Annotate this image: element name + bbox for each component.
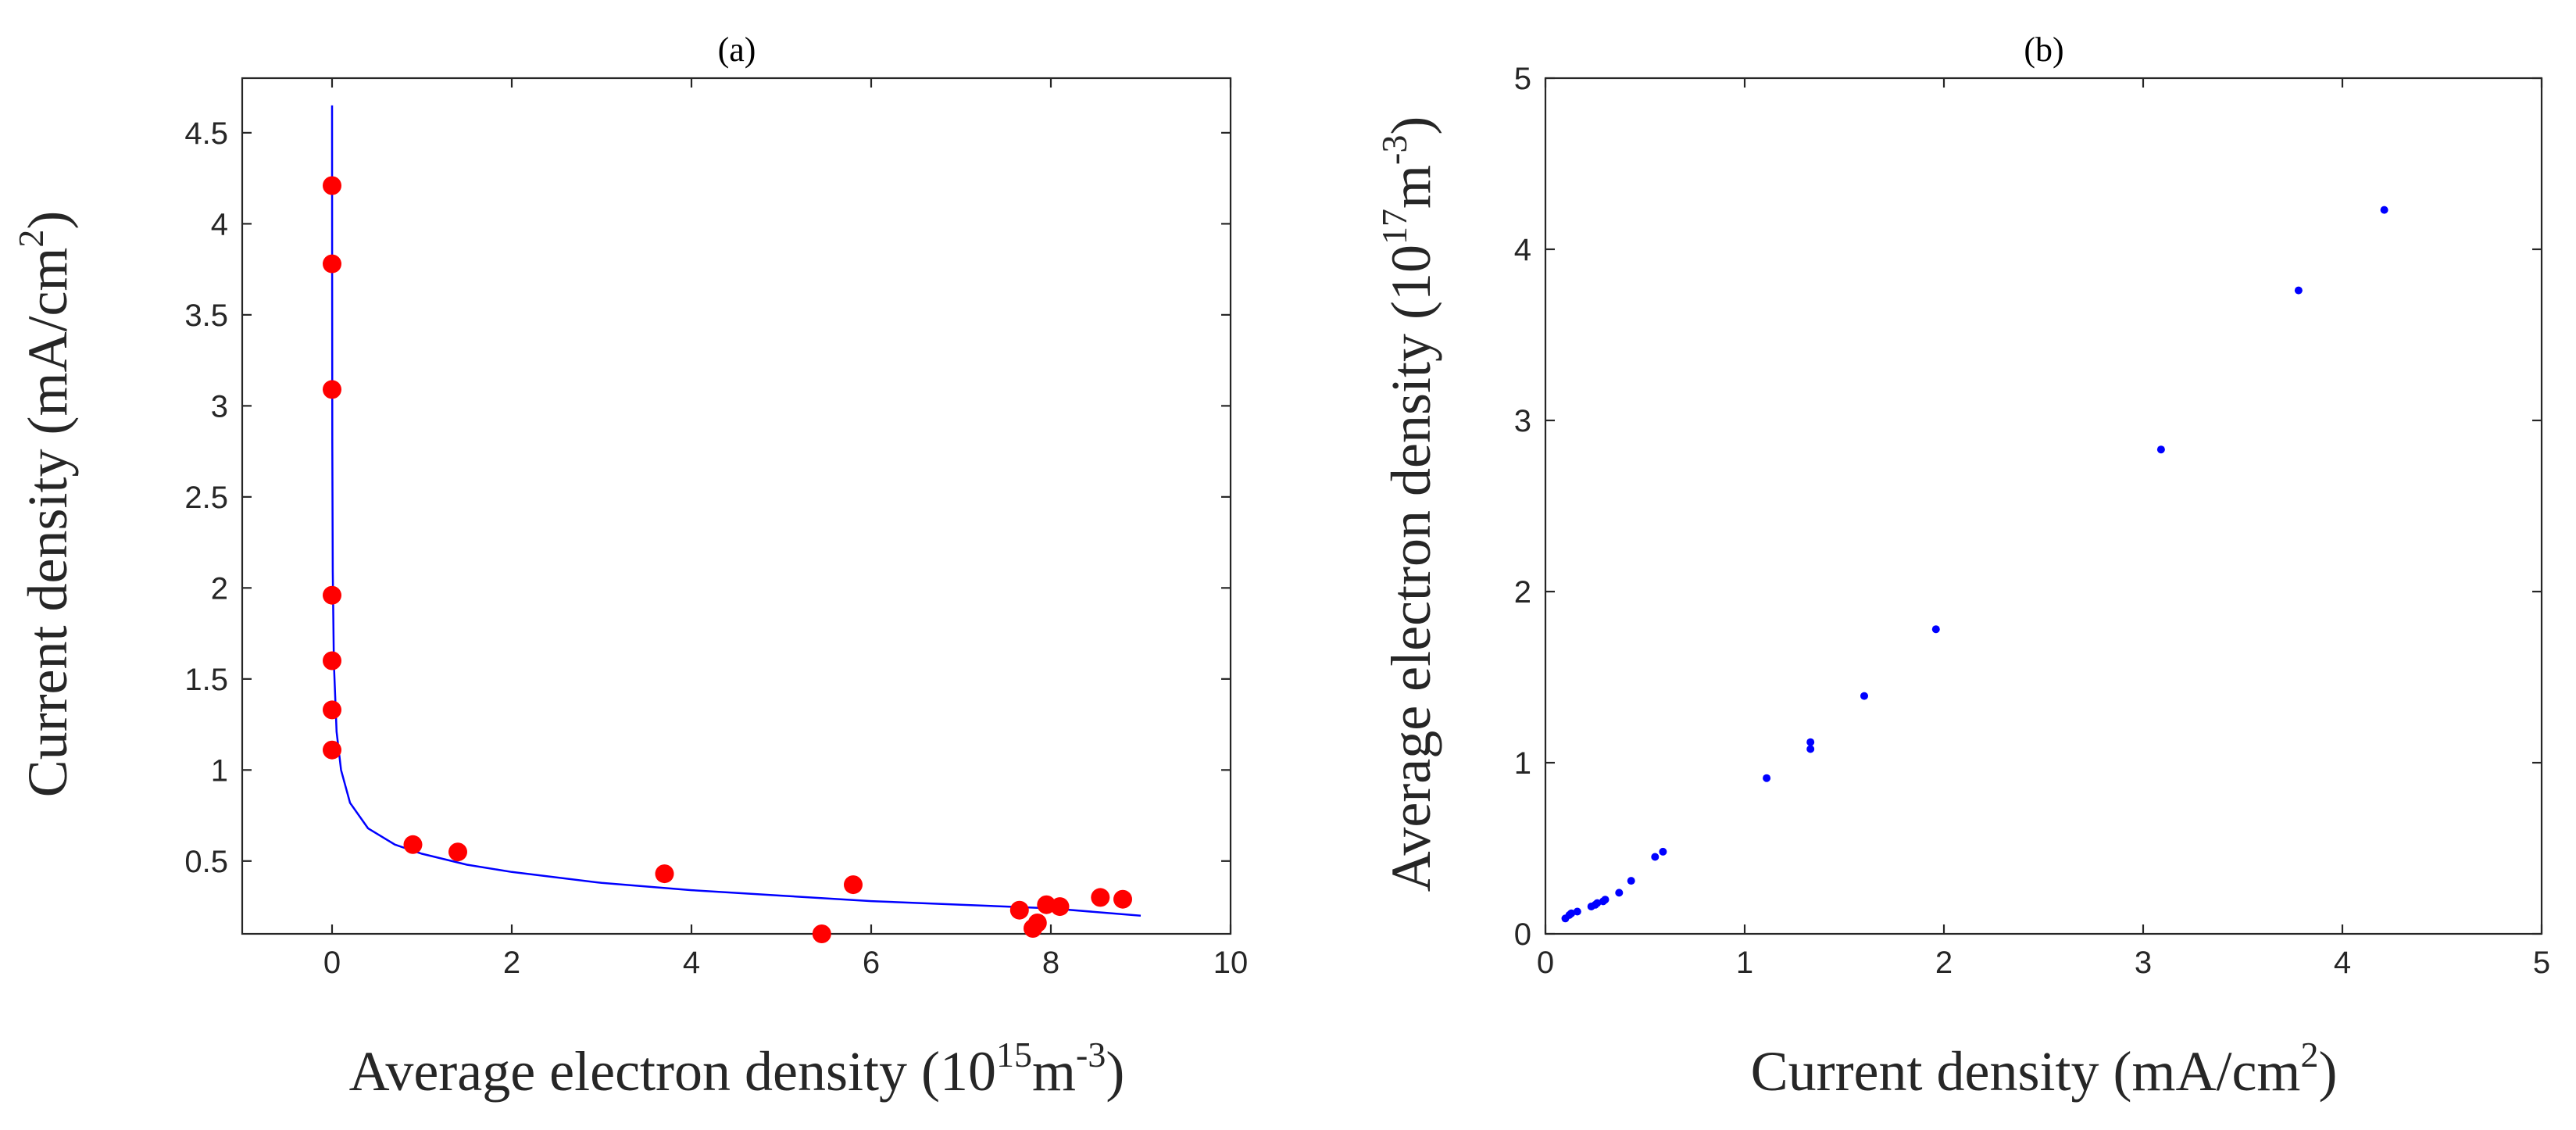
- data-point: [2380, 206, 2388, 214]
- x-tick-label: 5: [2533, 946, 2550, 980]
- data-point: [1573, 907, 1581, 916]
- panel-b-xlabel-text: Current density (mA/cm: [1751, 1040, 2301, 1103]
- panel-a-xlabel-close: ): [1106, 1040, 1124, 1103]
- x-tick-label: 4: [2334, 946, 2351, 980]
- data-point: [1601, 896, 1610, 904]
- data-point: [323, 176, 341, 195]
- panel-b-plot-area: [1561, 206, 2388, 923]
- data-point: [1806, 738, 1815, 746]
- panel-b-ylabel-exp: 17: [1374, 209, 1414, 245]
- panel-b-x-axis-label: Current density (mA/cm2): [1751, 1035, 2338, 1103]
- x-tick-label: 3: [2135, 946, 2152, 980]
- data-point: [1931, 625, 1940, 634]
- x-tick-label: 4: [683, 946, 700, 980]
- panel-a-ylabel-text: Current density (mA/cm: [16, 248, 79, 798]
- panel-b-ylabel-unit: m: [1380, 165, 1442, 209]
- y-tick-label: 1: [1514, 746, 1531, 781]
- y-tick-label: 1: [211, 753, 228, 788]
- y-tick-label: 0: [1514, 917, 1531, 952]
- data-point: [1567, 909, 1576, 917]
- panel-a-ylabel-close: ): [16, 211, 79, 230]
- x-tick-label: 1: [1736, 946, 1753, 980]
- panel-b-ylabel-unit-exp: -3: [1374, 135, 1414, 165]
- panel-b-ylabel-text: Average electron density (10: [1380, 245, 1442, 892]
- data-point: [2156, 445, 2165, 454]
- data-point: [323, 380, 341, 399]
- x-tick-label: 0: [323, 946, 341, 980]
- panel-b-title: (b): [2024, 30, 2063, 69]
- data-point: [1615, 889, 1624, 897]
- data-point: [655, 864, 674, 884]
- y-tick-label: 5: [1514, 62, 1531, 96]
- panel-b-x-ticks: 0 1 2 3 4 5: [1537, 78, 2550, 980]
- y-tick-label: 1.5: [184, 663, 228, 697]
- panel-b: (b) 0 1 2 3 4 5 0 1 2 3 4 5 Current density (mA/cm…: [1374, 30, 2550, 1103]
- data-point: [403, 835, 423, 854]
- fit-line: [330, 105, 1142, 917]
- panel-b-axes-box: [1544, 77, 2543, 935]
- data-point: [1651, 853, 1660, 861]
- panel-a-x-axis-label: Average electron density (1015m-3): [349, 1035, 1125, 1103]
- data-point: [1627, 877, 1635, 885]
- data-point: [1806, 745, 1815, 753]
- panel-b-y-ticks: 0 1 2 3 4 5: [1514, 62, 2542, 952]
- y-tick-label: 4: [211, 207, 228, 241]
- panel-a-y-axis-label: Current density (mA/cm2): [11, 211, 79, 798]
- y-tick-label: 2.5: [184, 481, 228, 515]
- y-tick-label: 4.5: [184, 116, 228, 151]
- x-tick-label: 6: [863, 946, 880, 980]
- data-point: [323, 740, 341, 760]
- data-point: [2294, 286, 2303, 295]
- panel-b-xlabel-close: ): [2318, 1040, 2337, 1103]
- x-tick-label: 2: [1935, 946, 1953, 980]
- x-tick-label: 8: [1042, 946, 1059, 980]
- y-tick-label: 4: [1514, 233, 1531, 267]
- panel-a-ylabel-exp: 2: [11, 230, 51, 248]
- panel-a-x-ticks: 0 2 4 6 8 10: [323, 78, 1248, 980]
- x-tick-label: 0: [1537, 946, 1554, 980]
- data-point: [1593, 899, 1602, 907]
- x-tick-label: 2: [503, 946, 520, 980]
- panel-a-xlabel-unit: m: [1032, 1040, 1076, 1103]
- panel-a: (a) 0 2 4 6 8 10 0.5 1 1.5 2 2.5 3 3.5 4 4.5 Average …: [11, 30, 1248, 1103]
- x-tick-label: 10: [1213, 946, 1249, 980]
- data-point: [1659, 847, 1667, 856]
- data-point: [323, 585, 341, 605]
- y-tick-label: 3: [211, 389, 228, 424]
- data-point: [1860, 692, 1868, 700]
- data-point: [1763, 774, 1771, 782]
- data-point: [323, 700, 341, 720]
- data-point: [812, 924, 831, 943]
- panel-b-xlabel-exp: 2: [2300, 1035, 2318, 1075]
- data-point: [323, 651, 341, 670]
- y-tick-label: 3.5: [184, 299, 228, 333]
- data-point: [323, 254, 341, 274]
- data-point: [1091, 888, 1110, 907]
- data-point: [844, 875, 863, 895]
- panel-a-y-ticks: 0.5 1 1.5 2 2.5 3 3.5 4 4.5: [184, 116, 1231, 879]
- panel-a-xlabel-exp: 15: [996, 1035, 1032, 1075]
- y-tick-label: 0.5: [184, 845, 228, 879]
- y-tick-label: 3: [1514, 404, 1531, 438]
- y-tick-label: 2: [1514, 575, 1531, 610]
- data-point: [1050, 897, 1070, 917]
- data-point: [1027, 914, 1047, 932]
- panel-a-xlabel-text: Average electron density (10: [349, 1040, 996, 1103]
- panel-b-ylabel-close: ): [1380, 116, 1442, 135]
- data-point: [448, 842, 467, 862]
- panel-a-plot-area: [323, 105, 1142, 943]
- panel-b-y-axis-label: Average electron density (1017m-3): [1374, 116, 1442, 892]
- y-tick-label: 2: [211, 571, 228, 606]
- data-point: [1009, 900, 1029, 920]
- panel-a-title: (a): [718, 30, 756, 69]
- panel-a-xlabel-unit-exp: -3: [1076, 1035, 1106, 1075]
- panel-a-axes-box: [241, 77, 1232, 935]
- data-point: [1113, 889, 1132, 909]
